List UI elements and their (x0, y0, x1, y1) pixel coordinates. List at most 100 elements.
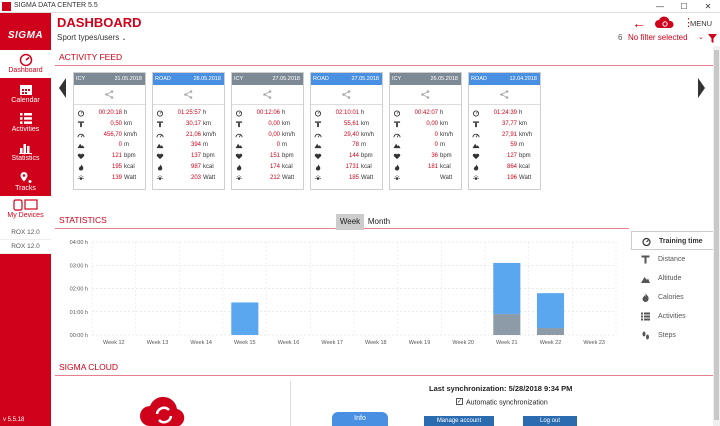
metric-row-distance: 0,00 km (232, 119, 303, 130)
activity-card[interactable]: ROAD 27.05.2018 02:10:01 h 55,61 km 29,40 km/h 7… (310, 72, 383, 190)
version-label: v 5.5.18 (3, 417, 25, 423)
metric-value: 139 (111, 174, 122, 181)
metric-row-power: 196 Watt (469, 173, 540, 184)
metric-row-heart-rate: 127 bpm (469, 151, 540, 162)
checkbox-icon[interactable]: ✓ (456, 398, 463, 405)
share-icon[interactable] (263, 90, 272, 99)
activity-card[interactable]: ICY 31.05.2018 00:20:18 h 0,50 km 456,70 km/h 0 m… (73, 72, 146, 190)
statistics-icon (18, 144, 32, 154)
metric-unit: km (519, 120, 527, 127)
manage-account-button[interactable]: Manage account (424, 416, 494, 426)
metric-activities[interactable]: Activities (631, 307, 720, 326)
metric-row-duration: 02:10:01 h (311, 108, 382, 119)
calories-icon (394, 164, 400, 171)
filter-selector[interactable]: 6 No filter selected ⌄ (614, 31, 720, 45)
auto-sync-checkbox[interactable]: ✓ Automatic synchronization (456, 398, 548, 406)
metric-value: 55,61 (343, 120, 359, 127)
heart-icon (156, 153, 164, 160)
feed-prev-arrow-icon[interactable] (59, 78, 67, 98)
cloud-sync-icon[interactable] (654, 16, 676, 30)
scrollbar-thumb[interactable] (714, 50, 719, 420)
metric-unit: h (124, 110, 128, 116)
info-tab[interactable]: Info (332, 412, 388, 426)
card-metrics: 00:12:06 h 0,00 km 0,00 km/h 0 m 151 bpm 174 kcal 21… (232, 105, 303, 184)
altitude-icon (641, 277, 650, 283)
sport-types-selector[interactable]: Sport types/users ⌄ (57, 33, 127, 42)
my-devices-panel: My Devices (0, 196, 51, 226)
metric-distance[interactable]: Distance (631, 250, 720, 269)
distance-icon (641, 255, 650, 264)
distance-icon (77, 121, 85, 127)
sidebar-item-statistics[interactable]: Statistics (0, 138, 51, 166)
metric-row-altitude: 78 m (311, 140, 382, 151)
share-icon[interactable] (500, 90, 509, 99)
metric-value: 394 (190, 142, 201, 149)
metric-stopwatch[interactable]: Training time (631, 231, 720, 250)
sidebar-item-dashboard[interactable]: Dashboard (0, 50, 51, 78)
card-date: 27.05.2018 (351, 76, 379, 82)
app-icon (2, 2, 11, 11)
minimize-button[interactable]: — (656, 2, 664, 11)
metric-calories[interactable]: Calories (631, 288, 720, 307)
header: DASHBOARD Sport types/users ⌄ ← ⋮ MENU (51, 13, 720, 46)
metric-unit: h (361, 110, 365, 116)
sidebar-item-label: Tracks (15, 185, 36, 192)
metric-value: 864 (506, 163, 517, 170)
card-metrics: 01:24:39 h 37,77 km 27,91 km/h 59 m 127 bpm 864 kca… (469, 105, 540, 184)
tab-week[interactable]: Week (336, 214, 364, 230)
activity-card[interactable]: ROAD 12.04.2018 01:24:39 h 37,77 km 27,91 km/h 5… (468, 72, 541, 190)
metric-value: 127 (506, 153, 517, 160)
metric-row-speed: 456,70 km/h (74, 130, 145, 141)
maximize-button[interactable]: ☐ (680, 2, 688, 11)
metric-unit: bpm (203, 153, 215, 160)
share-icon[interactable] (105, 90, 114, 99)
metric-row-distance: 55,61 km (311, 119, 382, 130)
metric-unit: Watt (282, 174, 295, 181)
close-button[interactable]: ✕ (704, 2, 712, 11)
share-icon[interactable] (421, 90, 430, 99)
sidebar-item-calendar[interactable]: Calendar (0, 80, 51, 108)
y-tick-label: 03:00 h (70, 263, 88, 269)
menu-dots-icon[interactable]: ⋮ (683, 17, 694, 29)
metric-row-power: 203 Watt (153, 173, 224, 184)
tab-month[interactable]: Month (367, 217, 391, 226)
back-arrow-icon[interactable]: ← (632, 15, 646, 31)
metric-value: 181 (427, 163, 438, 170)
sidebar-item-activities[interactable]: Activities (0, 109, 51, 137)
activity-feed-title: ACTIVITY FEED (59, 52, 123, 62)
metric-value: 196 (506, 174, 517, 181)
speed-icon (393, 133, 401, 138)
metric-row-distance: 0,50 km (74, 119, 145, 130)
speed-icon (156, 133, 164, 138)
sidebar-item-tracks[interactable]: Tracks (0, 168, 51, 196)
share-icon[interactable] (342, 90, 351, 99)
metric-value: 30,17 (185, 120, 201, 127)
metric-row-distance: 37,77 km (469, 119, 540, 130)
metric-steps[interactable]: Steps (631, 326, 720, 345)
stopwatch-icon (235, 110, 243, 117)
my-devices-label[interactable]: My Devices (7, 212, 44, 219)
activity-card[interactable]: ICY 26.05.2018 00:42:07 h 0,00 km 0 km/h 0 m 36 bpm… (389, 72, 462, 190)
metric-row-duration: 00:20:18 h (74, 108, 145, 119)
chevron-down-icon: ⌄ (121, 36, 127, 42)
activity-card[interactable]: ICY 27.05.2018 00:12:06 h 0,00 km 0,00 km/h 0 m 15… (231, 72, 304, 190)
metric-row-calories: 1731 kcal (311, 162, 382, 173)
menu-button[interactable]: MENU (690, 19, 713, 28)
feed-next-arrow-icon[interactable] (697, 78, 705, 98)
metric-value: 00:20:18 (98, 110, 122, 116)
logout-button[interactable]: Log out (523, 416, 577, 426)
stopwatch-icon (156, 110, 164, 117)
stopwatch-icon (642, 237, 651, 246)
device-item[interactable]: ROX 12.0 (0, 226, 51, 240)
power-icon (77, 174, 85, 180)
activity-card[interactable]: ROAD 28.05.2018 01:25:57 h 30,17 km 21,06 km/h 3… (152, 72, 225, 190)
scrollbar[interactable] (713, 46, 720, 426)
calendar-icon (19, 85, 32, 95)
device-item[interactable]: ROX 12.0 (0, 240, 51, 254)
bar-week-21-series-2 (493, 262, 521, 315)
share-icon[interactable] (184, 90, 193, 99)
filter-funnel-icon[interactable] (708, 34, 717, 43)
metric-altitude[interactable]: Altitude (631, 269, 720, 288)
metric-value: 195 (111, 163, 122, 170)
